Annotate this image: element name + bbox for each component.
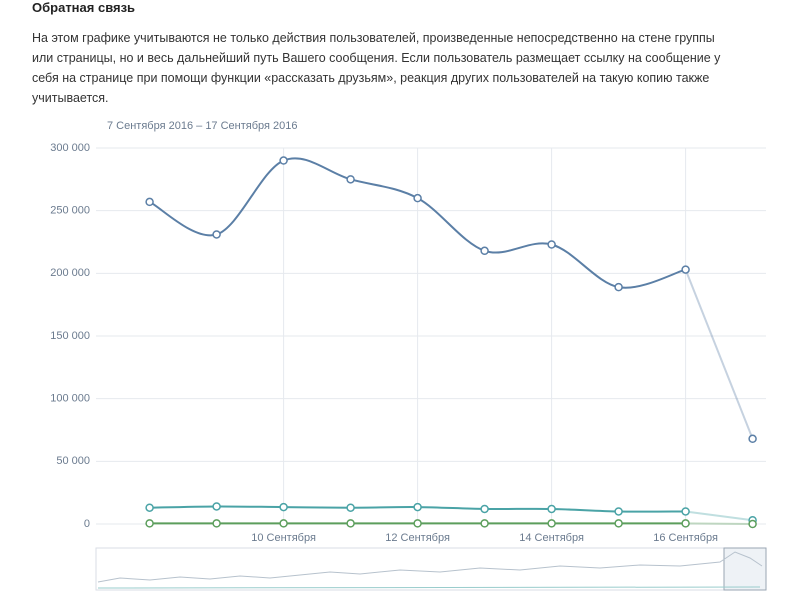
y-tick-label: 0 [84,518,90,530]
data-point [480,504,489,514]
navigator-preview [97,586,761,589]
data-point [145,519,154,528]
y-tick-label: 50 000 [56,455,90,467]
data-point [748,519,757,529]
data-point [547,504,556,514]
text-line: На этом графике учитываются не только де… [32,31,715,45]
data-point [413,502,422,512]
data-point [279,502,288,512]
date-range: 7 Сентября 2016 – 17 Сентября 2016 [107,120,298,132]
data-point [346,503,355,512]
data-point [614,282,623,292]
y-tick-label: 100 000 [50,393,90,405]
data-point [279,519,288,528]
data-point [480,519,489,528]
data-point [346,519,355,528]
text-line: учитывается. [32,91,109,105]
data-point [681,265,690,274]
x-tick-label: 12 Сентября [385,532,450,544]
y-tick-label: 250 000 [50,205,90,217]
x-tick-label: 14 Сентября [519,532,584,544]
data-point [748,434,757,444]
y-tick-label: 150 000 [50,330,90,342]
data-point [212,230,221,239]
description: На этом графике учитываются не только де… [32,28,720,108]
data-point [145,503,154,512]
y-tick-label: 300 000 [50,142,90,154]
navigator [95,547,767,591]
data-point [480,246,489,256]
data-point [212,502,221,511]
data-point [681,519,690,528]
data-point [614,507,623,516]
x-tick-label: 10 Сентября [251,532,316,544]
x-tick-label: 16 Сентября [653,532,718,544]
data-point [547,240,556,249]
navigator-window [723,547,767,591]
y-tick-label: 200 000 [50,267,90,279]
data-point [413,519,422,528]
data-point [145,197,154,207]
data-point [212,519,221,528]
data-point [547,519,556,528]
data-point [279,156,288,165]
text-line: себя на странице при помощи функции «рас… [32,71,710,85]
data-point [614,519,623,528]
navigator-preview [97,551,763,583]
data-point [346,175,355,184]
section-title: Обратная связь [32,0,136,15]
series-line-partial [685,510,753,522]
text-line: или страницы, но и весь дальнейший путь … [32,51,721,65]
data-point [681,507,690,516]
data-point [413,193,422,203]
series-line-partial [684,269,754,440]
series-line-partial [685,522,753,525]
